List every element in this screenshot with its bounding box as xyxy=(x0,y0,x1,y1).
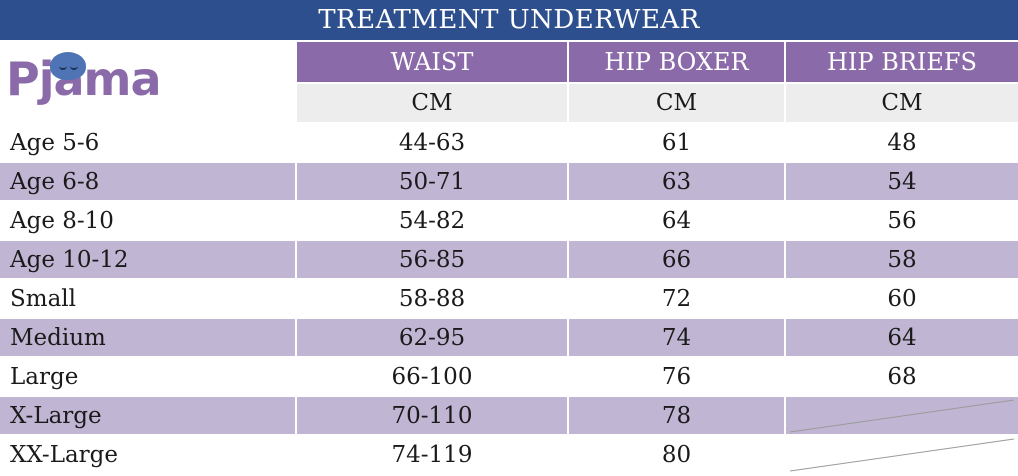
waist-value: 58-88 xyxy=(398,285,466,312)
hip-boxer-value: 76 xyxy=(661,363,692,390)
size-label: Medium xyxy=(10,324,106,351)
table-row: Age 6-8 50-71 63 54 xyxy=(0,163,1018,200)
table-row: XX-Large 74-119 80 xyxy=(0,436,1018,473)
table-row: Age 8-10 54-82 64 56 xyxy=(0,202,1018,239)
column-divider xyxy=(295,42,297,476)
brand-logo: Pjama xyxy=(0,42,295,122)
column-header-hip-boxer: HIP BOXER xyxy=(569,42,784,82)
unit-label-hip-briefs: CM xyxy=(786,84,1018,122)
size-label: Age 10-12 xyxy=(10,246,129,273)
table-row: X-Large 70-110 78 xyxy=(0,397,1018,434)
hip-boxer-value: 72 xyxy=(661,285,692,312)
waist-value: 54-82 xyxy=(398,207,466,234)
hip-boxer-value: 66 xyxy=(661,246,692,273)
waist-value: 66-100 xyxy=(391,363,473,390)
hip-briefs-value: 58 xyxy=(887,246,917,273)
table-row: Large 66-100 76 68 xyxy=(0,358,1018,395)
hip-briefs-value: 60 xyxy=(887,285,917,312)
size-label: Age 8-10 xyxy=(10,207,114,234)
table-row: Age 5-6 44-63 61 48 xyxy=(0,124,1018,161)
chart-title: TREATMENT UNDERWEAR xyxy=(0,0,1018,40)
size-label: Age 5-6 xyxy=(10,129,100,156)
hip-boxer-value: 63 xyxy=(661,168,692,195)
size-label: Large xyxy=(10,363,79,390)
size-label: Age 6-8 xyxy=(10,168,100,195)
column-divider xyxy=(784,42,786,476)
size-label: Small xyxy=(10,285,76,312)
sleeping-moon-icon xyxy=(50,52,86,80)
waist-value: 74-119 xyxy=(391,441,473,468)
table-row: Small 58-88 72 60 xyxy=(0,280,1018,317)
hip-boxer-value: 61 xyxy=(661,129,692,156)
hip-briefs-value: 68 xyxy=(887,363,917,390)
column-header-waist: WAIST xyxy=(297,42,567,82)
not-available-slash xyxy=(789,399,1015,433)
column-divider xyxy=(567,42,569,476)
waist-value: 50-71 xyxy=(398,168,466,195)
table-row: Medium 62-95 74 64 xyxy=(0,319,1018,356)
column-header-hip-briefs: HIP BRIEFS xyxy=(786,42,1018,82)
waist-value: 56-85 xyxy=(398,246,466,273)
unit-label-waist: CM xyxy=(297,84,567,122)
hip-boxer-value: 78 xyxy=(661,402,692,429)
hip-briefs-value: 56 xyxy=(887,207,917,234)
hip-briefs-value: 48 xyxy=(887,129,917,156)
hip-boxer-value: 64 xyxy=(661,207,692,234)
hip-boxer-value: 80 xyxy=(661,441,692,468)
waist-value: 44-63 xyxy=(398,129,466,156)
size-label: XX-Large xyxy=(10,441,119,468)
size-label: X-Large xyxy=(10,402,102,429)
unit-label-hip-boxer: CM xyxy=(569,84,784,122)
hip-boxer-value: 74 xyxy=(661,324,692,351)
table-row: Age 10-12 56-85 66 58 xyxy=(0,241,1018,278)
not-available-slash xyxy=(789,438,1015,472)
hip-briefs-value: 64 xyxy=(887,324,917,351)
waist-value: 62-95 xyxy=(398,324,466,351)
waist-value: 70-110 xyxy=(391,402,473,429)
hip-briefs-value: 54 xyxy=(887,168,917,195)
